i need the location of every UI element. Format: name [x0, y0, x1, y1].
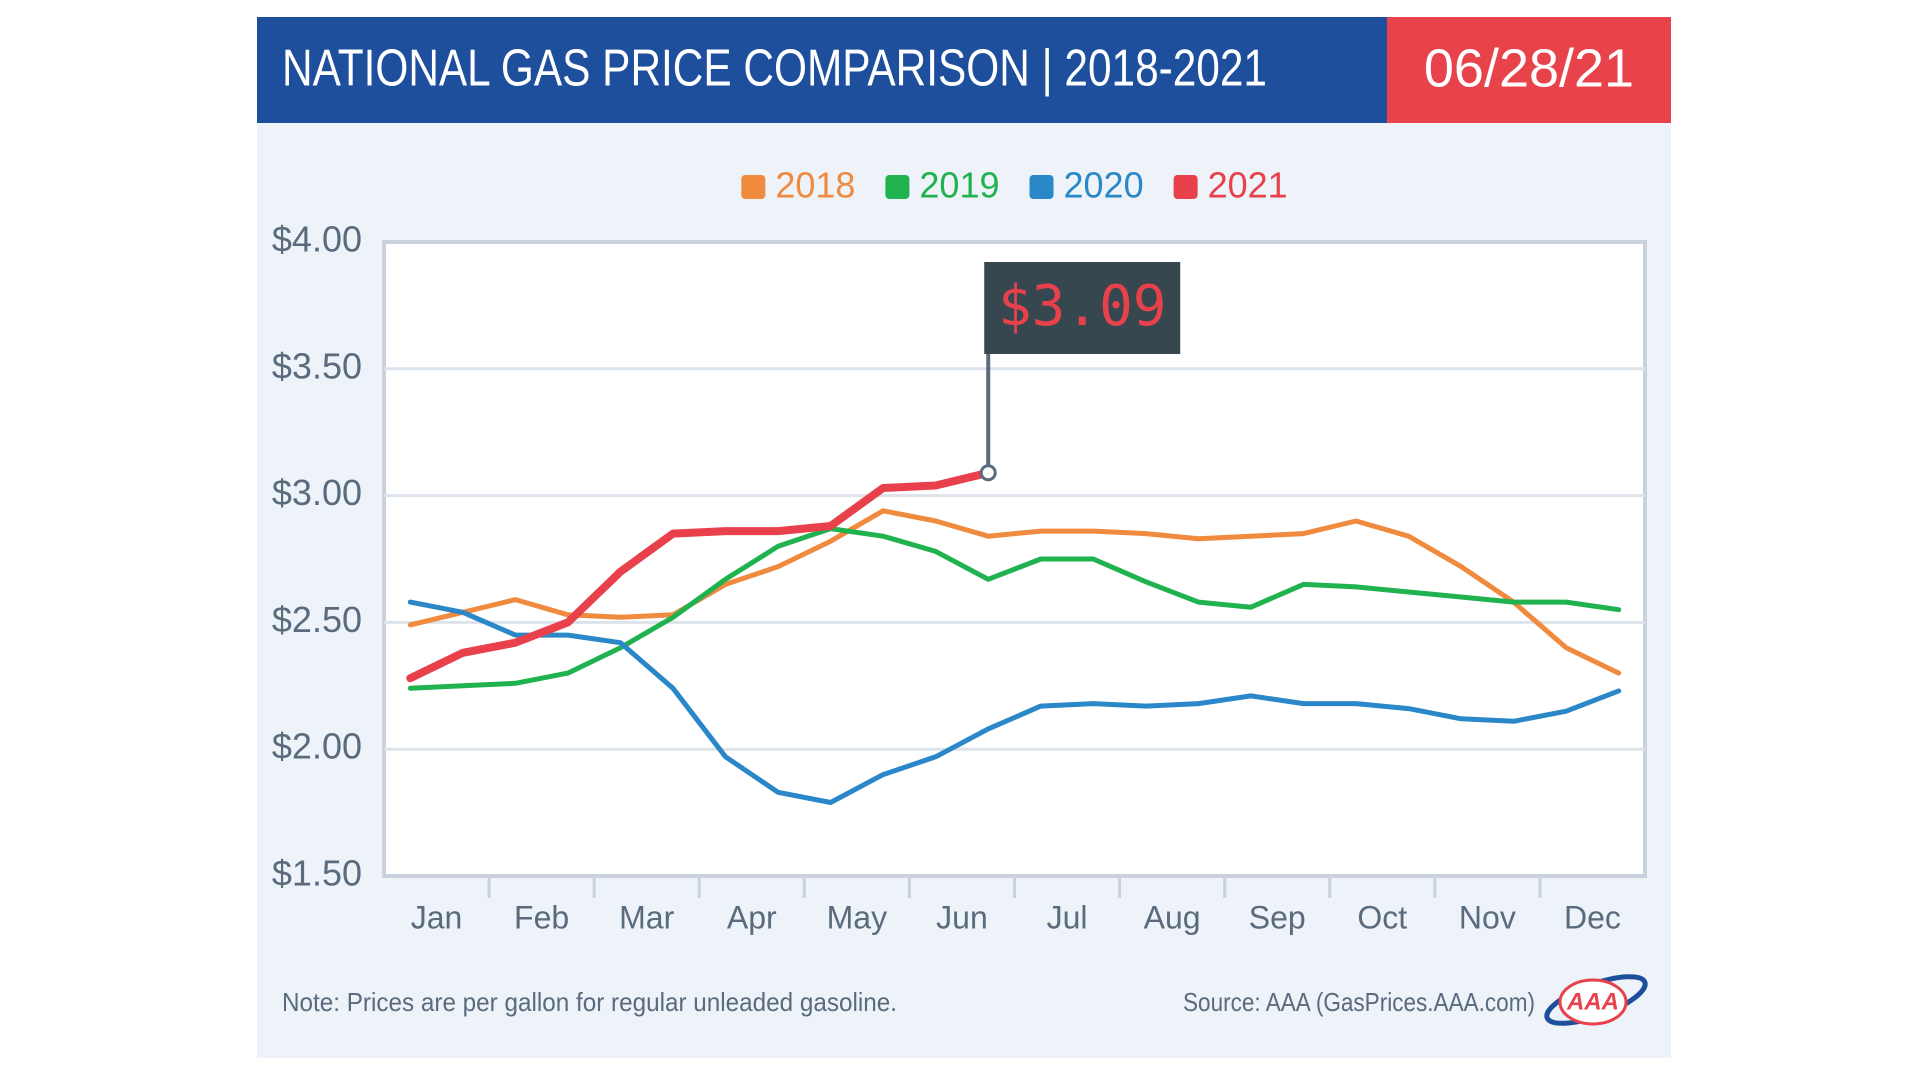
legend-label: 2021 [1208, 165, 1288, 206]
x-tick-label: Feb [514, 899, 569, 935]
legend: 2018 2019 2020 2021 [741, 165, 1288, 206]
x-tick-label: Mar [619, 899, 674, 935]
series-line [406, 468, 993, 683]
source: Source: AAA (GasPrices.AAA.com) [1183, 987, 1535, 1017]
series-line [407, 508, 1622, 676]
legend-swatch [1029, 175, 1054, 199]
legend-label: 2020 [1064, 165, 1144, 206]
x-tick-label: Oct [1357, 899, 1407, 935]
legend-label: 2019 [919, 165, 999, 206]
x-tick-label: Dec [1564, 899, 1621, 935]
date: 06/28/21 [1424, 38, 1634, 98]
chart-title: NATIONAL GAS PRICE COMPARISON | 2018-202… [282, 40, 1267, 98]
y-tick-label: $3.50 [272, 345, 362, 386]
y-tick-label: $3.00 [272, 472, 362, 513]
series-line [407, 526, 1622, 691]
legend-swatch [741, 175, 766, 199]
x-tick-label: Jan [411, 899, 463, 935]
header-bar [257, 17, 1387, 123]
x-tick-label: Apr [727, 899, 777, 935]
logo-oval [1558, 978, 1628, 1026]
y-tick-label: $2.50 [272, 599, 362, 640]
x-tick-label: Jul [1047, 899, 1088, 935]
flag-point [979, 464, 997, 482]
x-tick-label: Nov [1459, 899, 1516, 935]
x-tick-label: Sep [1249, 899, 1306, 935]
note: Note: Prices are per gallon for regular … [282, 987, 897, 1017]
series-line [407, 599, 1622, 805]
legend-label: 2018 [775, 165, 855, 206]
x-tick-label: May [827, 899, 887, 935]
y-tick-label: $4.00 [272, 219, 362, 260]
y-tick-label: $1.50 [272, 853, 362, 894]
date-bar [1387, 17, 1671, 123]
logo-text: AAA [1566, 988, 1619, 1015]
x-tick-label: Jun [936, 899, 988, 935]
legend-swatch [1173, 175, 1198, 199]
flag-label: $3.09 [998, 274, 1167, 339]
y-tick-label: $2.00 [272, 726, 362, 767]
x-tick-label: Aug [1144, 899, 1201, 935]
flag-box [984, 262, 1181, 354]
legend-swatch [885, 175, 910, 199]
logo: AAA [1544, 974, 1648, 1026]
